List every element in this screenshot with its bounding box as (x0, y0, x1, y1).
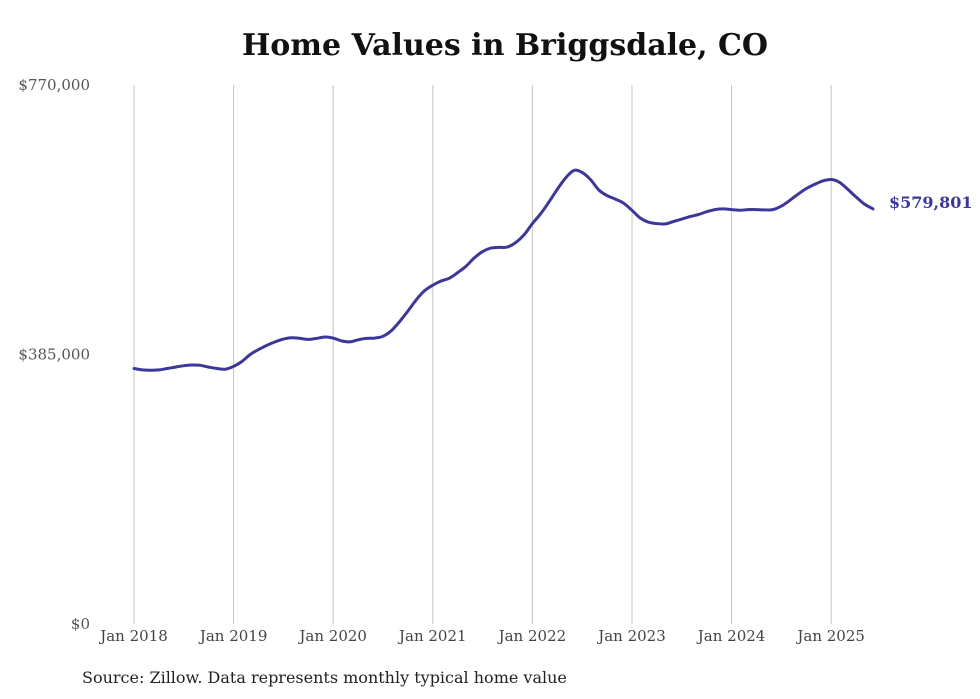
x-tick-label: Jan 2023 (596, 627, 666, 645)
home-value-series-line (132, 168, 875, 372)
x-tick-label: Jan 2018 (98, 627, 168, 645)
y-tick-label: $770,000 (18, 76, 90, 94)
x-tick-label: Jan 2020 (297, 627, 367, 645)
x-tick-label: Jan 2021 (397, 627, 467, 645)
x-axis-tick-labels: Jan 2018 Jan 2019 Jan 2020 Jan 2021 Jan 2022… (98, 627, 865, 645)
x-tick-label: Jan 2025 (795, 627, 865, 645)
y-axis-tick-labels: $0 $385,000 $770,000 (18, 76, 90, 633)
latest-value-label: $579,801 (889, 193, 973, 212)
vertical-gridlines (133, 85, 832, 624)
y-tick-label: $0 (71, 615, 90, 633)
x-tick-label: Jan 2022 (497, 627, 567, 645)
chart-title: Home Values in Briggsdale, CO (241, 28, 769, 63)
source-note: Source: Zillow. Data represents monthly … (82, 668, 567, 687)
x-tick-label: Jan 2024 (696, 627, 766, 645)
x-tick-label: Jan 2019 (198, 627, 268, 645)
y-tick-label: $385,000 (18, 346, 90, 364)
